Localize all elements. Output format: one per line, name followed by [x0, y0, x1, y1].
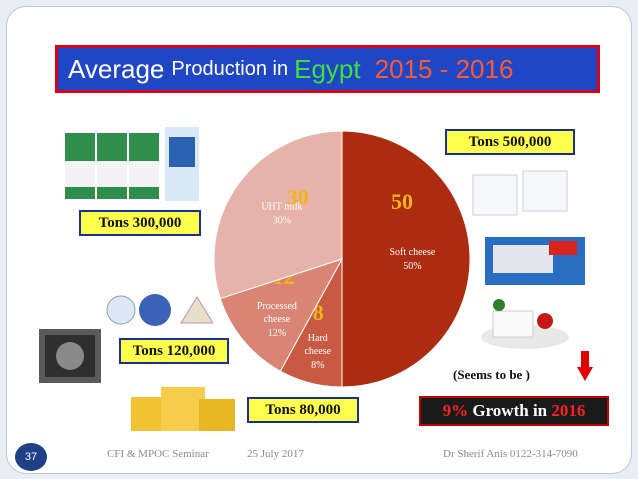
slice-value-uht-milk: 30 — [287, 184, 309, 209]
pie-slice-processed-cheese — [219, 258, 344, 372]
slide-title: Average Production in Egypt 2015 - 2016 — [55, 45, 600, 93]
slide: Average Production in Egypt 2015 - 2016 … — [6, 6, 632, 474]
cheese-package-image — [485, 237, 585, 285]
slice-label-processed-cheese: Processed cheese 12% — [257, 301, 297, 339]
cheese-wrapper-image — [39, 329, 101, 383]
pie-chart: Soft cheese 50% 50 Hard cheese 8% 8 Processed ch… — [213, 130, 471, 388]
label-uht-milk-tons: Tons 300,000 — [79, 210, 201, 236]
seems-to-be-note: (Seems to be ) — [453, 367, 530, 382]
growth-percent: 9% — [442, 401, 469, 420]
white-cheese-blocks-image — [472, 170, 568, 216]
slice-label-soft-cheese: Soft cheese 50% — [389, 247, 435, 272]
label-soft-cheese-tons: Tons 500,000 — [445, 129, 575, 155]
title-part-production: Production in — [171, 57, 289, 80]
slice-label-hard-cheese: Hard cheese 8% — [304, 333, 331, 371]
pie-slice-soft-cheese — [341, 130, 471, 388]
growth-year: 2016 — [551, 401, 586, 420]
down-arrow-icon — [577, 351, 593, 381]
hard-cheese-image — [131, 387, 235, 431]
slice-value-hard-cheese: 8 — [313, 300, 324, 325]
label-processed-cheese-tons: Tons 120,000 — [119, 338, 229, 364]
label-hard-cheese-tons: Tons 80,000 — [247, 397, 359, 423]
slice-value-soft-cheese: 50 — [391, 189, 413, 214]
footer-author: Dr Sherif Anis 0122-314-7090 — [443, 448, 578, 460]
footer-date: 25 July 2017 — [247, 448, 304, 460]
title-part-egypt: Egypt — [294, 53, 361, 84]
page-number-badge: 37 — [15, 443, 47, 471]
pie-slice-uht-milk — [213, 130, 343, 300]
footer-seminar: CFI & MPOC Seminar — [107, 448, 209, 460]
title-part-years: 2015 - 2016 — [374, 53, 514, 84]
feta-cheese-plate-image — [481, 299, 569, 349]
milk-cartons-image — [65, 127, 199, 201]
slice-label-uht-milk: UHT milk 30% — [261, 201, 302, 226]
growth-banner: 9% Growth in 2016 — [419, 396, 609, 426]
processed-cheese-image — [106, 294, 214, 326]
title-part-average: Average — [68, 53, 165, 84]
growth-text: Growth in — [472, 401, 548, 420]
